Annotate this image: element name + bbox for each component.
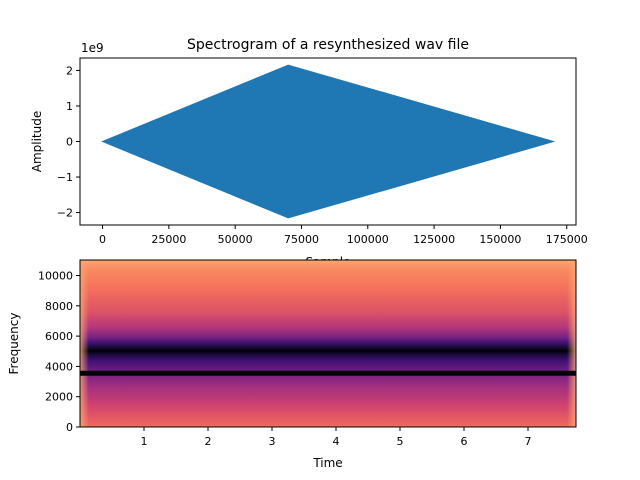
x-tick-label: 175000	[546, 233, 588, 246]
y-tick-label: −1	[57, 171, 73, 184]
y-tick-label: 6000	[45, 330, 73, 343]
waveform-y-ticks: −2 −1 0 1 2	[57, 64, 80, 220]
y-tick-label: 0	[66, 421, 73, 434]
x-tick-label: 1	[141, 435, 148, 448]
spectrogram-edge-shading	[80, 260, 576, 427]
x-tick-label: 125000	[413, 233, 455, 246]
y-tick-label: 8000	[45, 300, 73, 313]
y-tick-label: 0	[66, 136, 73, 149]
spectrogram-y-label: Frequency	[7, 313, 21, 375]
x-tick-label: 5	[397, 435, 404, 448]
y-tick-label: 10000	[38, 270, 73, 283]
spectrogram-x-ticks: 1 2 3 4 5 6 7	[141, 427, 532, 448]
x-tick-label: 2	[205, 435, 212, 448]
y-tick-label: 4000	[45, 360, 73, 373]
waveform-marks	[101, 64, 556, 219]
waveform-y-label: Amplitude	[30, 111, 44, 173]
x-tick-label: 3	[269, 435, 276, 448]
x-tick-label: 0	[99, 233, 106, 246]
spectrogram-marks	[80, 370, 576, 376]
dominant-frequency-band	[80, 370, 576, 376]
spectrogram-chart: 1 2 3 4 5 6 7 0 2000 4000 6000 8000 10000 Time Freq…	[7, 259, 577, 470]
x-tick-label: 75000	[284, 233, 319, 246]
spectrogram-y-ticks: 0 2000 4000 6000 8000 10000	[38, 270, 80, 434]
y-offset-label: 1e9	[81, 41, 104, 55]
x-tick-label: 7	[525, 435, 532, 448]
chart-title: Spectrogram of a resynthesized wav file	[187, 37, 469, 53]
spectrogram-plot-frame	[79, 259, 577, 428]
x-tick-label: 25000	[151, 233, 186, 246]
x-tick-label: 100000	[347, 233, 389, 246]
x-tick-label: 6	[461, 435, 468, 448]
y-tick-label: −2	[57, 207, 73, 220]
waveform-envelope	[101, 64, 556, 219]
waveform-chart: Spectrogram of a resynthesized wav file …	[30, 37, 588, 269]
x-tick-label: 150000	[479, 233, 521, 246]
x-tick-label: 50000	[218, 233, 253, 246]
y-tick-label: 2000	[45, 391, 73, 404]
spectrogram-x-label: Time	[312, 456, 342, 470]
x-tick-label: 4	[333, 435, 340, 448]
y-tick-label: 2	[66, 64, 73, 77]
y-tick-label: 1	[66, 100, 73, 113]
waveform-x-ticks: 0 25000 50000 75000 100000 125000 150000 175000	[99, 225, 588, 246]
